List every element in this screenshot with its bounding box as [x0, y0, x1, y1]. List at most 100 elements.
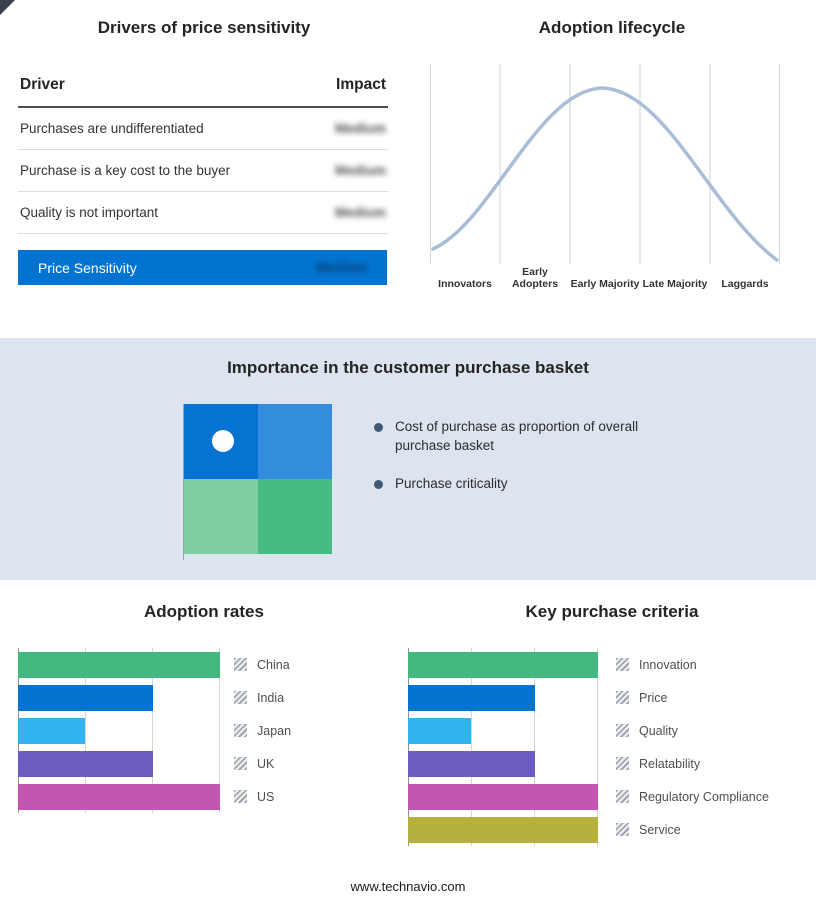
- impact-value-redacted: Medium: [334, 205, 386, 220]
- bar-track: [408, 717, 598, 744]
- bar-track: [18, 783, 220, 810]
- column-impact: Impact: [336, 76, 386, 93]
- legend-item: Innovation: [616, 658, 697, 672]
- corner-fold-decoration: [0, 0, 15, 15]
- legend-item: China: [234, 658, 290, 672]
- legend-label: Service: [639, 822, 681, 837]
- bar-track: [18, 717, 220, 744]
- impact-value-redacted: Medium: [334, 121, 386, 136]
- matrix-quadrant-bottom-right: [258, 479, 332, 554]
- bullet-icon: [374, 423, 383, 432]
- drivers-table-header: Driver Impact: [18, 66, 388, 108]
- bar-rows: China India Japan UK US: [18, 648, 408, 813]
- bar-row: Japan: [18, 714, 408, 747]
- bar-row: Service: [408, 813, 816, 846]
- legend-label: Quality: [639, 723, 678, 738]
- legend-item: Japan: [234, 724, 291, 738]
- driver-label: Purchases are undifferentiated: [20, 121, 204, 136]
- bottom-section: Adoption rates China India Japan UK US Key p…: [0, 580, 816, 846]
- legend-swatch-icon: [234, 790, 247, 803]
- bar-innovation: [408, 651, 598, 678]
- bar-price: [408, 684, 535, 711]
- bar-track: [408, 651, 598, 678]
- impact-value-redacted: Medium: [334, 163, 386, 178]
- legend-label: Regulatory Compliance: [639, 789, 769, 804]
- lifecycle-stage-label: Late Majority: [642, 278, 708, 291]
- bar-track: [18, 750, 220, 777]
- criteria-plot: Innovation Price Quality Relatability Regula…: [408, 648, 816, 846]
- criteria-title: Key purchase criteria: [525, 602, 699, 621]
- bar-row: UK: [18, 747, 408, 780]
- matrix-axis-line: [183, 404, 332, 560]
- lifecycle-chart: Innovators Early Adopters Early Majority La…: [430, 64, 780, 291]
- legend-swatch-icon: [616, 724, 629, 737]
- legend-item: Price: [616, 691, 667, 705]
- bar-row: India: [18, 681, 408, 714]
- purchase-basket-band: Importance in the customer purchase bask…: [0, 338, 816, 580]
- legend-swatch-icon: [616, 658, 629, 671]
- legend-item: India: [234, 691, 284, 705]
- bar-relatability: [408, 750, 535, 777]
- bar-regulatory-compliance: [408, 783, 598, 810]
- legend-item: UK: [234, 757, 274, 771]
- bar-us: [18, 783, 220, 810]
- legend-swatch-icon: [234, 691, 247, 704]
- legend-swatch-icon: [616, 823, 629, 836]
- bar-japan: [18, 717, 86, 744]
- bar-row: Quality: [408, 714, 816, 747]
- drivers-table: Driver Impact Purchases are undifferenti…: [18, 66, 388, 285]
- driver-label: Purchase is a key cost to the buyer: [20, 163, 231, 178]
- bar-track: [18, 684, 220, 711]
- legend-label: Japan: [257, 723, 292, 738]
- legend-swatch-icon: [616, 691, 629, 704]
- lifecycle-stage-label: Innovators: [438, 278, 492, 291]
- legend-item: Quality: [616, 724, 678, 738]
- legend-swatch-icon: [616, 757, 629, 770]
- bullet-text: Cost of purchase as proportion of overal…: [395, 419, 639, 453]
- summary-label: Price Sensitivity: [38, 259, 137, 276]
- bell-curve-path: [431, 86, 779, 262]
- gridlines: [408, 648, 598, 846]
- lifecycle-curve: [430, 64, 780, 264]
- summary-impact-redacted: Medium: [315, 260, 367, 275]
- legend-item: Regulatory Compliance: [616, 790, 769, 804]
- bar-track: [408, 750, 598, 777]
- bar-china: [18, 651, 220, 678]
- lifecycle-stage-label: Laggards: [721, 278, 769, 291]
- legend-label: Price: [639, 690, 668, 705]
- legend-label: Relatability: [639, 756, 701, 771]
- legend-label: UK: [257, 756, 275, 771]
- bar-uk: [18, 750, 153, 777]
- bar-track: [408, 684, 598, 711]
- purchase-basket-matrix: [184, 404, 332, 554]
- adoption-lifecycle-panel: Adoption lifecycle Innovators Early Adopt…: [408, 0, 816, 338]
- legend-item: Service: [616, 823, 681, 837]
- key-purchase-criteria-chart: Key purchase criteria Innovation Price Qua…: [408, 602, 816, 846]
- bar-track: [18, 651, 220, 678]
- basket-title: Importance in the customer purchase bask…: [227, 358, 589, 377]
- bar-row: Price: [408, 681, 816, 714]
- legend-swatch-icon: [234, 658, 247, 671]
- adoption-rates-title: Adoption rates: [144, 602, 264, 621]
- bar-track: [408, 783, 598, 810]
- lifecycle-stage-label: Early Majority: [570, 278, 640, 291]
- bar-quality: [408, 717, 472, 744]
- lifecycle-title: Adoption lifecycle: [538, 18, 686, 37]
- bar-row: US: [18, 780, 408, 813]
- lifecycle-stage-label: Early Adopters: [511, 266, 559, 291]
- legend-label: India: [257, 690, 285, 705]
- bar-india: [18, 684, 153, 711]
- top-section: Drivers of price sensitivity Driver Impa…: [0, 0, 816, 338]
- bullet-item: Cost of purchase as proportion of overal…: [374, 418, 650, 456]
- bar-track: [408, 816, 598, 843]
- drivers-title: Drivers of price sensitivity: [97, 18, 311, 37]
- drivers-of-price-sensitivity-panel: Drivers of price sensitivity Driver Impa…: [0, 0, 408, 338]
- drivers-table-rows: Purchases are undifferentiated Medium Purc…: [18, 108, 388, 234]
- legend-item: Relatability: [616, 757, 700, 771]
- driver-row: Quality is not important Medium: [18, 192, 388, 234]
- legend-label: US: [257, 789, 275, 804]
- footer-url: www.technavio.com: [350, 879, 466, 894]
- legend-swatch-icon: [234, 724, 247, 737]
- basket-bullet-list: Cost of purchase as proportion of overal…: [374, 404, 650, 560]
